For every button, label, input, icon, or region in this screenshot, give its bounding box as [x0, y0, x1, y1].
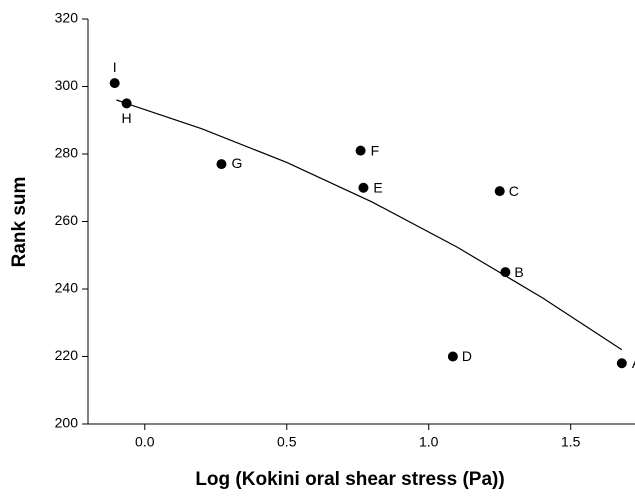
x-tick-label: 1.0 [419, 434, 439, 450]
y-axis-title: Rank sum [9, 177, 30, 268]
x-tick-label: 0.5 [277, 434, 297, 450]
x-axis-title: Log (Kokini oral shear stress (Pa)) [195, 469, 504, 490]
point-label: G [231, 155, 242, 171]
point [494, 186, 505, 197]
point [447, 351, 458, 362]
x-tick-label: 1.5 [561, 434, 581, 450]
y-tick-label: 260 [55, 212, 79, 228]
y-tick-label: 320 [55, 10, 79, 26]
point-label: A [632, 355, 635, 371]
point [355, 145, 366, 156]
x-tick-label: 0.0 [135, 434, 155, 450]
y-tick-label: 240 [55, 280, 79, 296]
point [216, 159, 227, 170]
point-label: B [514, 264, 523, 280]
point [109, 78, 120, 89]
point [358, 182, 369, 193]
y-tick-label: 220 [55, 347, 79, 363]
point-label: D [462, 348, 472, 364]
point-label: H [122, 110, 132, 126]
y-tick-label: 200 [55, 415, 79, 431]
point-label: C [509, 183, 519, 199]
y-tick-label: 300 [55, 77, 79, 93]
point [616, 358, 627, 369]
fit-curve [116, 99, 623, 351]
point-label: I [113, 59, 117, 75]
y-tick-label: 280 [55, 145, 79, 161]
point-label: E [373, 179, 382, 195]
point-label: F [371, 142, 380, 158]
